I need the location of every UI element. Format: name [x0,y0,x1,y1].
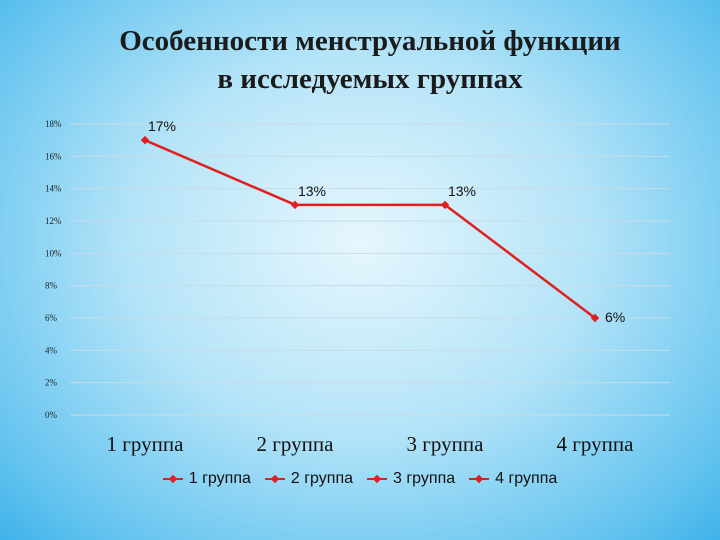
data-point [290,200,300,210]
chart-title: Особенности менструальной функции в иссл… [60,22,680,98]
y-tick-label: 4% [45,345,58,355]
y-tick-label: 2% [45,378,58,388]
y-tick-label: 10% [45,248,62,258]
data-label: 17% [148,118,176,134]
legend-marker-icon [162,473,183,485]
x-tick-label: 2 группа [257,432,335,456]
data-point [140,135,150,145]
legend-item: 1 группа [162,470,251,488]
legend-label: 3 группа [393,470,456,487]
title-line-2: в исследуемых группах [217,63,523,95]
legend-item: 2 группа [264,470,353,488]
legend-label: 2 группа [290,470,353,487]
y-tick-label: 16% [45,151,62,161]
y-tick-label: 14% [45,184,62,194]
series-line [144,139,596,319]
y-tick-label: 12% [45,216,62,226]
data-point [440,200,450,210]
y-tick-label: 8% [45,281,58,291]
x-tick-label: 4 группа [557,432,635,456]
y-tick-label: 18% [45,119,62,129]
legend-marker-icon [367,473,387,485]
chart-legend: 1 группа 2 группа 3 группа 4 группа [0,470,720,488]
legend-label: 1 группа [188,470,251,487]
data-point [590,313,600,323]
legend-item: 4 группа [469,470,557,488]
title-line-1: Особенности менструальной функции [119,25,621,57]
y-tick-label: 6% [45,313,58,323]
legend-marker-icon [469,473,490,485]
data-label: 13% [298,183,326,199]
x-tick-label: 1 группа [107,432,185,456]
legend-marker-icon [264,473,285,485]
x-tick-label: 3 группа [407,432,485,456]
data-label: 13% [448,183,476,199]
y-tick-label: 0% [45,410,58,420]
legend-item: 3 группа [367,470,455,488]
legend-label: 4 группа [495,470,558,487]
data-label: 6% [605,309,625,325]
